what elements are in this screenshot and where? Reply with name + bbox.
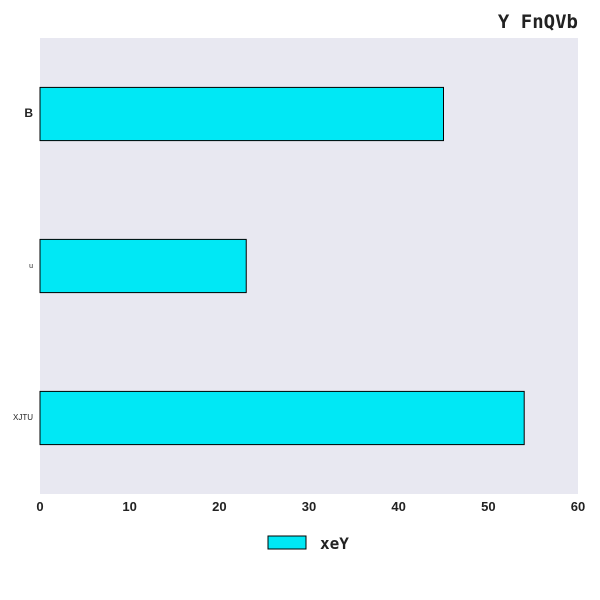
bars-group	[39, 86, 525, 446]
x-tick-label: 40	[391, 499, 405, 514]
category-label-xjtu: XJTU	[13, 413, 33, 422]
legend-label: xeY	[320, 534, 349, 553]
x-tick-label: 30	[302, 499, 316, 514]
x-tick-label: 20	[212, 499, 226, 514]
legend-swatch	[267, 535, 307, 550]
bar-b	[39, 86, 444, 142]
bar-u	[39, 238, 247, 294]
category-label-u: u	[29, 263, 33, 270]
legend: xeY	[267, 534, 349, 553]
category-labels: Bu XJTU	[13, 106, 33, 422]
x-tick-label: 60	[571, 499, 585, 514]
bar-xjtu	[39, 390, 525, 446]
x-tick-label: 10	[122, 499, 136, 514]
x-axis-ticks: 0 10 20 30 40 50 60	[36, 499, 585, 514]
x-tick-label: 50	[481, 499, 495, 514]
x-tick-label: 0	[36, 499, 43, 514]
chart-title: Y FnQVb	[498, 11, 578, 33]
category-label-b: B	[24, 106, 33, 120]
